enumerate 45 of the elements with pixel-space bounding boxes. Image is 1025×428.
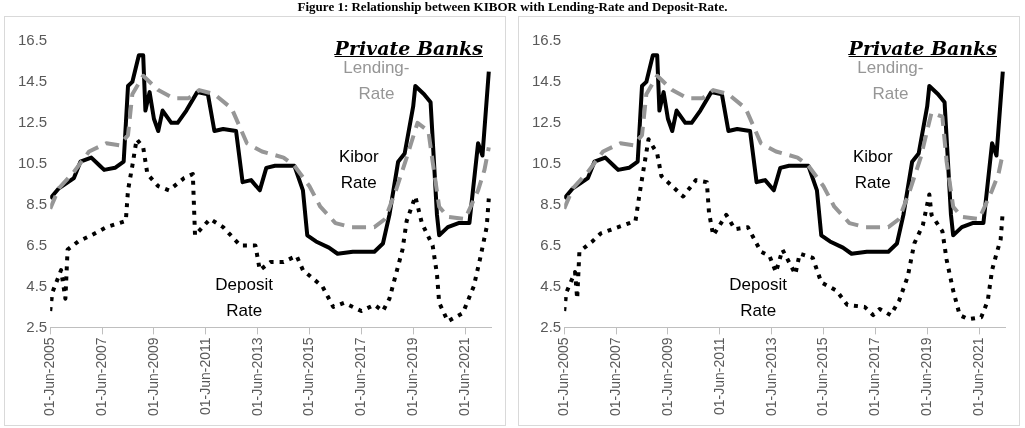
chart-title: Private Banks	[848, 37, 997, 59]
y-tick-label: 2.5	[540, 317, 562, 335]
y-tick-label: 8.5	[540, 194, 562, 212]
x-tick-label: 01-Jun-2005	[555, 337, 572, 417]
x-tick-label: 01-Jun-2005	[41, 337, 58, 417]
series-label: Kibor Rate	[852, 146, 893, 192]
y-tick-label: 14.5	[531, 72, 562, 90]
x-tick-label: 01-Jun-2015	[814, 337, 831, 417]
x-tick-label: 01-Jun-2015	[300, 337, 317, 417]
y-tick-label: 2.5	[26, 317, 48, 335]
series-label: Kibor Rate	[338, 146, 379, 192]
y-tick-label: 8.5	[26, 194, 48, 212]
x-tick-label: 01-Jun-2011	[196, 337, 213, 415]
x-tick-label: 01-Jun-2017	[866, 337, 883, 417]
y-tick-label: 6.5	[26, 235, 48, 253]
x-tick-label: 01-Jun-2017	[352, 337, 369, 417]
x-tick-label: 01-Jun-2009	[144, 337, 161, 417]
line-series	[50, 137, 491, 324]
y-tick-label: 12.5	[531, 112, 562, 130]
y-tick-label: 10.5	[17, 153, 48, 171]
x-tick-label: 01-Jun-2021	[455, 337, 472, 417]
y-tick-label: 12.5	[17, 112, 48, 130]
series-label: Deposit Rate	[729, 275, 788, 321]
x-tick-label: 01-Jun-2013	[762, 337, 779, 417]
series-label: Lending-Rate	[857, 57, 924, 103]
caption: Figure 1: Relationship between KIBOR with Lending-Rate and Deposit-Rate.	[296, 0, 729, 14]
x-tick-label: 01-Jun-2009	[658, 337, 675, 417]
x-tick-label: 01-Jun-2007	[92, 337, 109, 417]
y-tick-label: 4.5	[26, 276, 48, 294]
x-tick-label: 01-Jun-2007	[606, 337, 623, 417]
y-tick-label: 4.5	[540, 276, 562, 294]
y-tick-label: 10.5	[531, 153, 562, 171]
series-label: Lending-Rate	[343, 57, 410, 103]
line-series	[564, 137, 1005, 322]
x-tick-label: 01-Jun-2013	[248, 337, 265, 417]
x-tick-label: 01-Jun-2019	[918, 337, 935, 417]
x-tick-label: 01-Jun-2021	[969, 337, 986, 417]
y-tick-label: 6.5	[540, 235, 562, 253]
y-tick-label: 16.5	[531, 31, 562, 49]
y-tick-label: 16.5	[17, 31, 48, 49]
chart-title: Private Banks	[334, 37, 483, 59]
y-tick-label: 14.5	[17, 72, 48, 90]
x-tick-label: 01-Jun-2019	[404, 337, 421, 417]
series-label: Deposit Rate	[215, 275, 274, 321]
x-tick-label: 01-Jun-2011	[710, 337, 727, 415]
